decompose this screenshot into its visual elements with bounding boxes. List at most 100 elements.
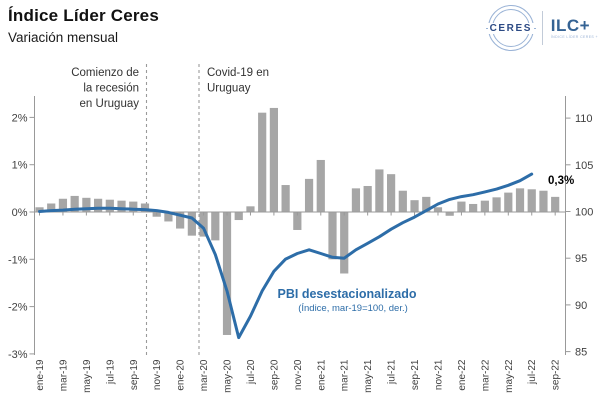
pbi-line-sublabel: (Índice, mar-19=100, der.) xyxy=(298,303,408,314)
recession-annotation-line: en Uruguay xyxy=(80,98,140,110)
right-axis-labels: 110 105 100 95 90 85 xyxy=(575,113,593,359)
left-axis-tick-label: 2% xyxy=(12,112,28,124)
right-axis-tick-label: 95 xyxy=(575,253,587,265)
bar xyxy=(492,197,501,212)
bar xyxy=(222,212,232,335)
bar xyxy=(328,212,337,260)
logo-divider xyxy=(541,11,543,45)
right-axis-tick-label: 85 xyxy=(575,347,587,359)
x-axis-tick-label: sep-21 xyxy=(410,359,421,390)
bar xyxy=(58,198,68,212)
bar xyxy=(129,201,138,212)
bar xyxy=(94,198,103,212)
last-bar-value-label: 0,3% xyxy=(548,175,574,187)
bar xyxy=(187,212,196,236)
x-axis-tick-label: may-22 xyxy=(504,359,515,393)
covid-annotation-line: Uruguay xyxy=(207,83,251,95)
x-axis-tick-label: mar-22 xyxy=(480,359,491,391)
bar xyxy=(105,199,114,212)
bar xyxy=(199,212,208,237)
covid-annotation: Covid-19 en Uruguay xyxy=(207,67,269,95)
bar xyxy=(47,203,56,212)
chart-title: Índice Líder Ceres xyxy=(8,6,159,25)
right-axis-tick-label: 100 xyxy=(575,207,593,219)
left-axis-tick-label: -3% xyxy=(8,349,28,361)
bar xyxy=(410,200,419,212)
x-axis-tick-label: ene-21 xyxy=(316,359,327,391)
x-axis-tick-label: mar-19 xyxy=(58,359,69,391)
right-axis-tick-label: 90 xyxy=(575,300,587,312)
bar xyxy=(70,195,79,212)
bars xyxy=(35,107,560,335)
chart-header: Índice Líder Ceres Variación mensual xyxy=(8,6,159,45)
x-axis-tick-label: ene-20 xyxy=(176,359,187,391)
bar xyxy=(527,189,536,212)
bar xyxy=(164,212,173,222)
bar xyxy=(258,112,267,212)
bar xyxy=(363,185,372,212)
bar xyxy=(398,190,407,212)
recession-annotation: Comienzo de la recesión en Uruguay xyxy=(71,67,139,110)
pbi-line-label: PBI desestacionalizado xyxy=(278,287,417,301)
bar xyxy=(480,200,489,212)
bar xyxy=(35,207,44,212)
bar xyxy=(375,169,384,212)
x-axis-labels: ene-19 mar-19 may-19 jul-19 sep-19 nov-19 ene-… xyxy=(35,359,562,393)
bar xyxy=(340,212,349,274)
x-axis-tick-label: may-20 xyxy=(223,359,234,393)
x-axis-tick-label: nov-21 xyxy=(433,359,444,390)
left-axis-tick-label: -1% xyxy=(8,254,28,266)
bar xyxy=(433,207,443,212)
bar xyxy=(445,212,454,216)
x-axis-tick-label: ene-19 xyxy=(35,359,46,391)
x-axis-tick-label: may-19 xyxy=(82,359,93,393)
pbi-line xyxy=(38,172,534,340)
bar xyxy=(211,212,220,241)
x-axis-tick-label: nov-20 xyxy=(293,359,304,390)
bar xyxy=(457,201,466,212)
recession-annotation-line: Comienzo de xyxy=(71,67,139,79)
left-axis-tick-label: -2% xyxy=(8,302,28,314)
x-axis-tick-label: sep-19 xyxy=(129,359,140,390)
chart-subtitle: Variación mensual xyxy=(8,30,119,45)
x-axis-tick-label: jul-20 xyxy=(246,359,257,385)
left-axis-tick-label: 1% xyxy=(12,160,28,172)
left-axis-labels: 2% 1% 0% -1% -2% -3% xyxy=(8,112,28,361)
right-axis-tick-label: 105 xyxy=(575,160,593,172)
x-axis-tick-label: may-21 xyxy=(363,359,374,393)
x-axis-tick-label: jul-19 xyxy=(105,359,116,385)
x-axis-tick-label: ene-22 xyxy=(457,359,468,391)
bar xyxy=(234,212,243,221)
bar xyxy=(117,200,126,212)
bar xyxy=(551,196,560,212)
x-axis-tick-label: jul-21 xyxy=(387,359,398,385)
x-axis-tick-label: mar-21 xyxy=(340,359,351,391)
bar xyxy=(176,212,185,229)
x-axis-tick-label: sep-20 xyxy=(269,359,280,390)
bar xyxy=(82,197,91,212)
right-axis-tick-label: 110 xyxy=(575,113,593,125)
bar xyxy=(316,159,325,212)
covid-annotation-line: Covid-19 en xyxy=(207,67,269,79)
x-axis-tick-label: sep-22 xyxy=(551,359,562,390)
bar xyxy=(246,206,255,212)
bar xyxy=(281,185,290,212)
bar xyxy=(504,192,513,212)
bar xyxy=(351,188,361,212)
bar xyxy=(304,178,314,212)
bar xyxy=(422,196,431,212)
ceres-logo-text: CERES xyxy=(487,22,535,34)
bar xyxy=(469,203,478,212)
ilc-logo-text: ILC+ xyxy=(550,15,591,35)
bar xyxy=(293,212,302,230)
ceres-ilc-logo: CERES ILC+ ÍNDICE LÍDER CERES + xyxy=(485,4,598,52)
bar xyxy=(387,174,396,212)
ceres-globe-logo: CERES xyxy=(485,5,536,51)
bar xyxy=(269,107,278,212)
left-axis-tick-label: 0% xyxy=(12,207,28,219)
recession-annotation-line: la recesión xyxy=(83,83,139,95)
x-axis-tick-label: jul-22 xyxy=(527,359,538,385)
bar xyxy=(515,188,525,212)
